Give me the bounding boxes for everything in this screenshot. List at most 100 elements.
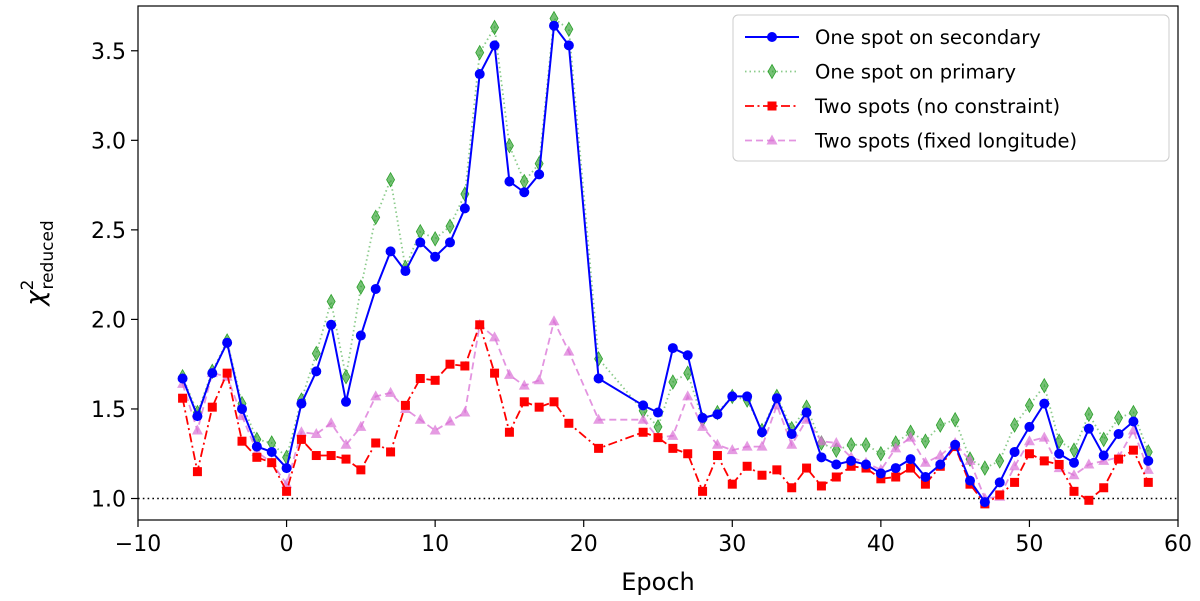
data-point (1009, 460, 1021, 471)
data-point (668, 374, 678, 390)
y-tick-label: 1.0 (91, 488, 126, 513)
x-axis-ticks: −10 0 10 20 30 40 50 60 (115, 520, 1192, 557)
data-point (846, 436, 856, 453)
data-point (756, 440, 768, 451)
data-point (668, 443, 678, 453)
data-point (711, 438, 723, 449)
data-point (861, 436, 871, 453)
data-point (222, 337, 233, 348)
data-point (1143, 477, 1153, 487)
data-point (801, 407, 812, 418)
data-point (385, 246, 396, 257)
data-point (1039, 377, 1049, 394)
data-point (815, 435, 827, 446)
y-tick-label: 3.5 (91, 40, 126, 65)
data-point (980, 460, 990, 476)
data-point (919, 456, 931, 467)
data-point (772, 465, 782, 475)
data-point (816, 452, 827, 463)
data-point (890, 442, 902, 453)
data-point (920, 433, 930, 450)
data-point (326, 319, 337, 330)
data-point (891, 472, 901, 482)
data-point (876, 474, 886, 484)
data-point (445, 359, 455, 369)
data-point (296, 398, 307, 409)
data-point (637, 413, 649, 424)
data-point (311, 451, 321, 461)
data-point (1143, 455, 1154, 466)
data-point (534, 402, 544, 412)
data-point (698, 486, 708, 496)
legend-marker (766, 134, 778, 145)
data-point (475, 44, 485, 61)
data-point (727, 391, 738, 402)
x-tick-label: 20 (570, 532, 598, 557)
data-point (444, 415, 456, 426)
data-point (1099, 431, 1109, 448)
data-point (950, 439, 961, 450)
data-point (519, 187, 530, 198)
data-point (370, 283, 381, 294)
data-point (371, 438, 381, 448)
data-point (518, 379, 530, 390)
data-point (460, 361, 470, 371)
data-point (890, 463, 901, 474)
y-axis-label-main: χ (21, 289, 51, 308)
data-point (325, 417, 337, 428)
data-point (712, 451, 722, 461)
data-point (846, 461, 856, 471)
data-point (251, 441, 262, 452)
data-point (876, 445, 886, 462)
data-point (846, 455, 857, 466)
data-point (594, 443, 604, 453)
data-point (222, 368, 232, 378)
legend-items: One spot on secondary One spot on primary… (745, 26, 1077, 153)
data-point (340, 438, 352, 449)
data-point (356, 465, 366, 475)
data-point (831, 472, 841, 482)
data-point (683, 449, 693, 459)
data-point (178, 393, 188, 403)
y-axis-label-subscript: reduced (38, 220, 58, 289)
data-point (1024, 397, 1034, 414)
legend-marker (767, 63, 777, 80)
data-point (415, 374, 425, 384)
series-0 (177, 20, 1154, 508)
data-point (489, 331, 501, 342)
x-tick-label: 0 (280, 532, 294, 557)
data-point (459, 406, 471, 417)
data-point (430, 251, 441, 262)
data-point (563, 40, 574, 51)
data-point (965, 475, 975, 486)
data-point (177, 373, 188, 384)
data-point (1113, 429, 1124, 440)
data-point (414, 413, 426, 424)
data-point (490, 368, 500, 378)
x-tick-label: −10 (115, 532, 161, 557)
y-tick-label: 2.0 (91, 308, 126, 333)
x-tick-label: 40 (867, 532, 895, 557)
data-point (830, 436, 842, 447)
y-tick-label: 2.5 (91, 219, 126, 244)
data-point (757, 470, 767, 480)
data-point (549, 397, 559, 407)
data-point (742, 461, 752, 471)
data-point (995, 453, 1005, 469)
data-point (549, 20, 559, 31)
data-point (445, 218, 455, 235)
data-point (415, 237, 426, 248)
x-tick-label: 60 (1164, 532, 1192, 557)
data-point (385, 386, 397, 397)
data-point (564, 21, 574, 38)
data-point (267, 458, 277, 468)
data-point (1084, 406, 1094, 423)
y-tick-label: 1.5 (91, 398, 126, 423)
data-point (1099, 483, 1109, 493)
data-point (429, 424, 441, 435)
legend-label: One spot on secondary (815, 26, 1041, 49)
data-point (1127, 424, 1139, 435)
series-line (181, 321, 1150, 506)
legend-label: Two spots (fixed longitude) (814, 130, 1077, 153)
